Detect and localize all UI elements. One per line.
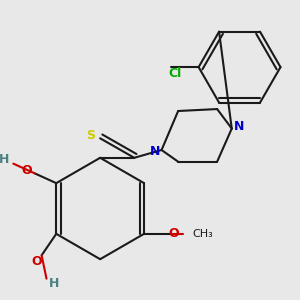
Text: H: H: [49, 277, 59, 290]
Text: O: O: [22, 164, 32, 177]
Text: N: N: [233, 120, 244, 133]
Text: CH₃: CH₃: [193, 229, 214, 239]
Text: N: N: [150, 146, 160, 158]
Text: Cl: Cl: [169, 68, 182, 80]
Text: O: O: [32, 255, 42, 268]
Text: O: O: [168, 227, 178, 240]
Text: H: H: [0, 153, 9, 166]
Text: S: S: [86, 129, 95, 142]
